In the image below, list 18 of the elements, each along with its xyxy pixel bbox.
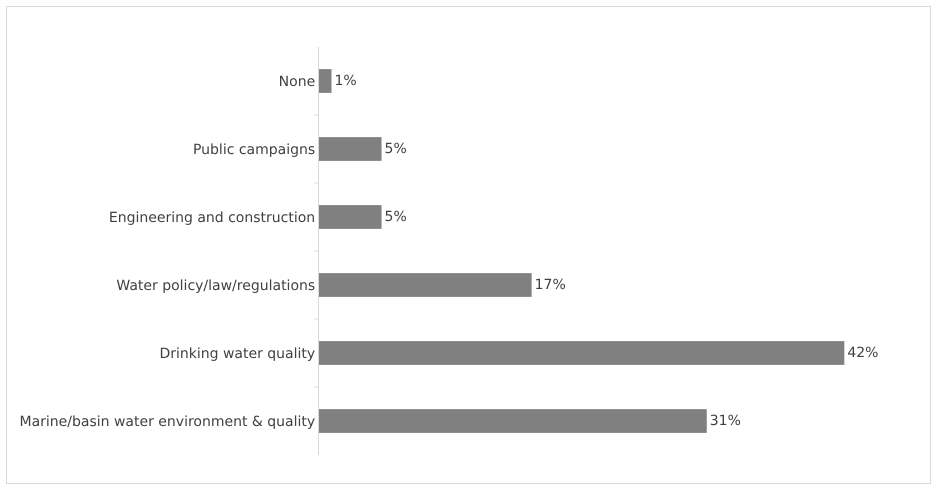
bar (319, 409, 707, 433)
y-tick-label: Marine/basin water environment & quality (19, 414, 316, 430)
bar (319, 341, 844, 365)
y-tick-label: Drinking water quality (159, 346, 316, 362)
y-tick-label: Engineering and construction (108, 210, 316, 226)
data-label: 31% (710, 413, 741, 429)
data-label: 5% (384, 209, 407, 225)
y-tick-label: Public campaigns (192, 142, 316, 158)
bar (319, 205, 382, 229)
data-label: 5% (384, 141, 407, 157)
y-tick-label: Water policy/law/regulations (116, 278, 316, 294)
data-label: 17% (534, 277, 566, 293)
bar (319, 137, 382, 161)
data-label: 1% (334, 73, 357, 89)
bar (319, 273, 532, 297)
bar (319, 69, 332, 93)
data-label: 42% (847, 345, 878, 361)
y-tick-label: None (278, 74, 316, 90)
